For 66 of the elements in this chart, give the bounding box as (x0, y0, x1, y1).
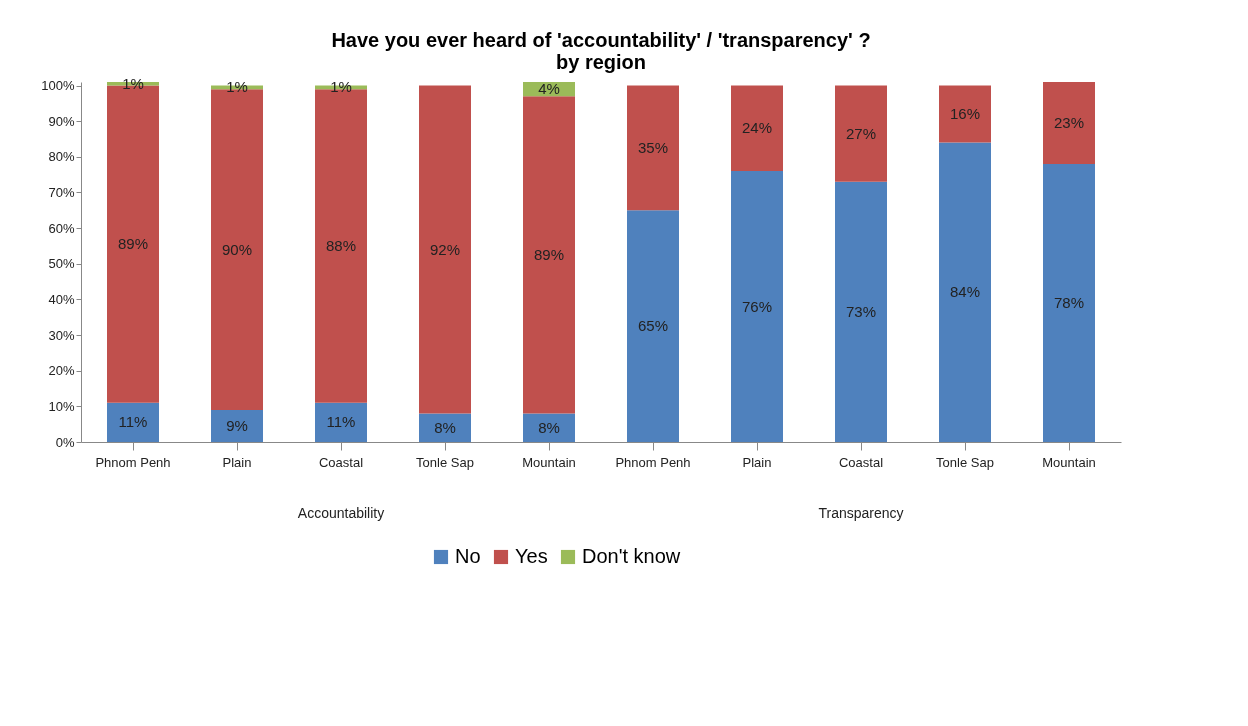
data-label: 35% (637, 138, 669, 156)
data-label: 78% (1053, 293, 1085, 311)
bar (211, 409, 263, 442)
bar (731, 85, 783, 172)
data-label: 88% (325, 236, 357, 254)
data-label: 8% (434, 418, 456, 436)
x-tick-label: Plain (222, 454, 252, 470)
legend-label: No (455, 545, 481, 567)
data-label: 11% (118, 413, 148, 431)
bar (1043, 163, 1095, 442)
bar (627, 85, 679, 211)
bar (419, 85, 471, 414)
bar (107, 402, 159, 442)
data-label: 73% (845, 302, 877, 320)
x-tick-label: Phnom Penh (615, 454, 691, 470)
data-label: 65% (637, 317, 669, 335)
y-tick-label: 20% (48, 363, 75, 379)
data-label: 76% (741, 297, 773, 315)
y-tick-label: 60% (48, 220, 75, 236)
legend-label: Yes (515, 545, 548, 567)
x-tick-label: Tonle Sap (936, 454, 994, 470)
y-tick-label: 100% (41, 78, 75, 94)
data-label: 23% (1053, 113, 1085, 131)
data-label: 27% (845, 124, 877, 142)
y-tick-label: 10% (48, 398, 75, 414)
text: Transparency (818, 505, 904, 521)
data-label: 11% (326, 413, 356, 431)
x-tick-label: Mountain (1042, 454, 1096, 470)
bar (731, 171, 783, 442)
data-label: 90% (221, 240, 253, 258)
y-tick-label: 70% (48, 185, 75, 200)
text: Accountability (297, 505, 385, 521)
bar (1043, 82, 1095, 164)
x-tick-label: Coastal (318, 454, 364, 470)
bar (627, 210, 679, 442)
bar (315, 402, 367, 442)
bar (939, 85, 991, 143)
data-label: 16% (949, 105, 981, 123)
y-tick-label: 80% (48, 149, 75, 165)
x-tick-label: Tonle Sap (416, 454, 474, 470)
bar (523, 413, 575, 442)
x-tick-label: Coastal (838, 454, 884, 470)
x-tick-label: Mountain (522, 454, 576, 470)
data-label: 84% (949, 283, 981, 301)
bar (835, 181, 887, 442)
data-label: 8% (538, 418, 560, 436)
y-tick-label: 50% (48, 256, 75, 272)
bar (419, 413, 471, 442)
y-tick-label: 30% (48, 327, 75, 343)
data-label: 92% (429, 240, 461, 258)
data-label: 89% (533, 245, 565, 263)
x-tick-label: Phnom Penh (95, 454, 171, 470)
bar (523, 96, 575, 414)
data-label: 89% (117, 235, 149, 253)
data-label: 24% (741, 119, 773, 137)
legend-label: Don't know (582, 545, 681, 567)
y-tick-label: 40% (48, 291, 75, 307)
y-tick-label: 0% (55, 434, 75, 450)
data-label: 9% (226, 416, 248, 434)
bar (939, 142, 991, 442)
data-label: 1% (122, 74, 144, 92)
x-tick-label: Plain (742, 454, 772, 470)
chart-title: Have you ever heard of 'accountability' / 'transparency' ? by region (331, 28, 871, 73)
y-tick-label: 90% (48, 113, 75, 129)
data-label: 4% (538, 80, 560, 98)
bar (835, 85, 887, 182)
